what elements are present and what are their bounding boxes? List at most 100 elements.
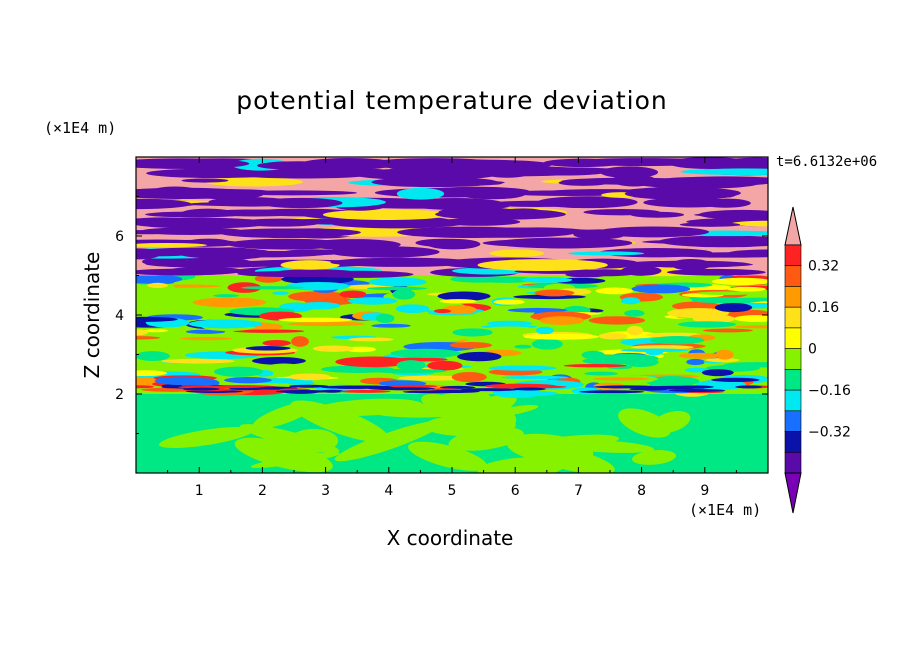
contour-blob — [334, 420, 444, 462]
x-tick-label: 2 — [258, 483, 267, 499]
x-tick-label: 6 — [511, 483, 520, 499]
contour-band — [136, 251, 196, 257]
contour-blob — [188, 319, 263, 329]
contour-blob — [632, 450, 677, 465]
contour-blob — [493, 299, 525, 305]
contour-blob — [393, 331, 469, 343]
contour-blob — [689, 297, 743, 301]
contour-blob — [523, 333, 599, 340]
contour-blob — [376, 387, 435, 391]
contour-band — [136, 198, 192, 210]
contour-blob — [595, 287, 634, 295]
contour-blob — [451, 371, 487, 383]
contour-blob — [711, 277, 768, 286]
contour-blob — [136, 336, 161, 340]
colorbar-tick-label: 0 — [808, 342, 817, 358]
contour-band — [620, 265, 662, 276]
contour-band — [502, 208, 545, 218]
contour-blob — [629, 387, 668, 391]
colorbar-level — [784, 327, 802, 349]
contour-band — [276, 208, 330, 215]
contour-blob — [701, 369, 734, 377]
x-tick-label: 8 — [637, 483, 646, 499]
x-tick-label: 9 — [700, 483, 709, 499]
contour-blob — [290, 400, 390, 443]
contour-blob — [618, 408, 671, 438]
contour-blob — [370, 368, 447, 374]
contour-blob — [424, 414, 516, 437]
contour-band — [136, 187, 256, 200]
contour-band — [709, 240, 762, 247]
contour-band — [669, 252, 768, 258]
contour-blob — [727, 286, 767, 292]
contour-blob — [339, 389, 391, 393]
y-tick-label: 6 — [115, 229, 124, 245]
contour-blob — [250, 452, 340, 468]
contour-blob — [265, 363, 303, 372]
y-tick-label: 4 — [115, 308, 124, 324]
contour-blob — [526, 434, 620, 450]
contour-blob — [620, 348, 689, 353]
contour-blob — [514, 344, 532, 349]
colorbar-level — [784, 265, 802, 287]
contour-band — [630, 211, 685, 218]
x-tick-label: 5 — [448, 483, 457, 499]
colorbar-level — [784, 410, 802, 432]
contour-blob — [240, 424, 340, 454]
colorbar-tick-label: −0.32 — [808, 425, 851, 441]
contour-band — [322, 209, 450, 221]
contour-blob — [595, 353, 659, 363]
x-unit-label: (×1E4 m) — [689, 501, 762, 519]
contour-band — [568, 251, 645, 256]
contour-blob — [224, 377, 272, 384]
contour-band — [679, 222, 741, 227]
contour-band — [415, 238, 474, 247]
contour-band — [486, 200, 589, 207]
contour-blob — [452, 328, 493, 337]
contour-blob — [288, 373, 331, 381]
colorbar-level — [784, 389, 802, 412]
contour-blob — [154, 376, 208, 386]
contour-blob — [677, 321, 737, 328]
contour-band — [396, 187, 445, 200]
contour-blob — [180, 337, 232, 341]
contour-blob — [421, 393, 468, 417]
contour-blob — [702, 328, 753, 333]
contour-blob — [588, 316, 646, 325]
contour-band — [220, 228, 353, 239]
contour-blob — [291, 336, 309, 347]
colorbar-tick-label: −0.16 — [808, 383, 851, 399]
contour-band — [495, 237, 633, 249]
contour-blob — [275, 389, 330, 393]
contour-band — [431, 200, 511, 210]
contour-blob — [487, 320, 533, 327]
contour-blob — [288, 384, 329, 388]
contour-blob — [535, 326, 554, 335]
contour-blob — [136, 370, 168, 377]
colorbar-level — [784, 451, 802, 474]
contour-blob — [408, 441, 487, 471]
contour-blob — [278, 317, 353, 323]
contour-band — [477, 259, 608, 272]
contour-blob — [262, 340, 291, 347]
contour-blob — [668, 388, 726, 392]
contour-blob — [459, 388, 519, 392]
contour-band — [436, 227, 576, 238]
contour-blob — [723, 362, 768, 368]
colorbar-extend-top — [784, 206, 802, 246]
contour-band — [700, 198, 751, 208]
contour-blob — [457, 351, 502, 362]
contour-blob — [501, 385, 567, 389]
contour-blob — [481, 404, 539, 418]
contour-blob — [472, 276, 538, 283]
contour-blob — [159, 284, 221, 288]
colorbar-level — [784, 369, 802, 391]
contour-blob — [395, 304, 430, 314]
contour-blob — [692, 314, 735, 324]
contour-blob — [501, 375, 569, 380]
contour-blob — [371, 323, 411, 328]
contour-blob — [136, 274, 183, 284]
contour-blob — [593, 385, 660, 389]
x-tick-label: 4 — [384, 483, 393, 499]
contour-blob — [427, 360, 463, 371]
